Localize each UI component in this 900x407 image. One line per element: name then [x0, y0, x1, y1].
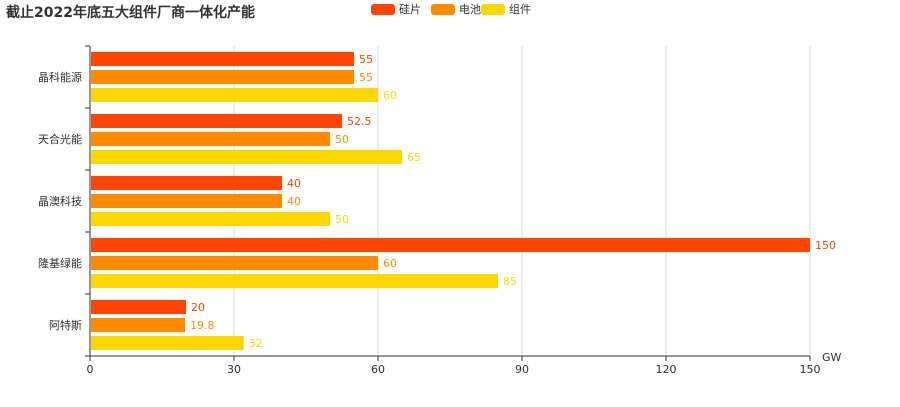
bar-2-2[interactable] — [91, 212, 330, 226]
data-label-1-2: 65 — [407, 151, 421, 164]
data-label-4-0: 20 — [191, 301, 205, 314]
bar-2-0[interactable] — [91, 176, 282, 190]
legend-label-2[interactable]: 组件 — [509, 2, 531, 16]
x-tick-label-0: 0 — [87, 363, 94, 376]
data-label-2-2: 50 — [335, 213, 349, 226]
data-label-0-2: 60 — [383, 89, 397, 102]
data-label-3-2: 85 — [503, 275, 517, 288]
data-label-3-1: 60 — [383, 257, 397, 270]
bar-4-2[interactable] — [91, 336, 244, 350]
bar-4-1[interactable] — [91, 318, 186, 332]
category-label-0: 晶科能源 — [38, 70, 82, 84]
x-tick-label-5: 150 — [800, 363, 821, 376]
legend-label-1[interactable]: 电池 — [459, 3, 481, 16]
legend-swatch-2[interactable] — [481, 4, 505, 15]
bar-4-0[interactable] — [91, 300, 186, 314]
bar-3-0[interactable] — [91, 238, 810, 252]
data-label-0-0: 55 — [359, 53, 373, 66]
bar-0-1[interactable] — [91, 70, 354, 84]
data-label-2-1: 40 — [287, 195, 301, 208]
category-label-3: 隆基绿能 — [38, 256, 82, 270]
data-label-1-1: 50 — [335, 133, 349, 146]
x-tick-label-4: 120 — [656, 363, 677, 376]
bar-1-0[interactable] — [91, 114, 342, 128]
data-label-2-0: 40 — [287, 177, 301, 190]
bars: 55 55 60 52.5 50 65 40 40 50 150 60 85 20 19.8 32 — [91, 52, 836, 350]
legend-swatch-0[interactable] — [371, 4, 395, 15]
bar-2-1[interactable] — [91, 194, 282, 208]
category-label-1: 天合光能 — [38, 132, 82, 146]
legend-label-0[interactable]: 硅片 — [399, 3, 421, 16]
bar-1-1[interactable] — [91, 132, 330, 146]
x-tick-label-3: 90 — [515, 363, 529, 376]
bar-0-0[interactable] — [91, 52, 354, 66]
data-label-4-2: 32 — [249, 337, 263, 350]
legend-swatch-1[interactable] — [431, 4, 455, 15]
data-label-1-0: 52.5 — [347, 115, 372, 128]
x-tick-label-2: 60 — [371, 363, 385, 376]
data-label-4-1: 19.8 — [190, 319, 215, 332]
x-axis-unit-label: GW — [822, 351, 842, 364]
bar-0-2[interactable] — [91, 88, 378, 102]
bar-1-2[interactable] — [91, 150, 402, 164]
category-label-2: 晶澳科技 — [38, 194, 82, 208]
data-label-0-1: 55 — [359, 71, 373, 84]
data-label-3-0: 150 — [815, 239, 836, 252]
x-tick-label-1: 30 — [227, 363, 241, 376]
bar-3-1[interactable] — [91, 256, 378, 270]
legend[interactable]: 硅片 电池 组件 — [371, 2, 531, 16]
chart-title: 截止2022年底五大组件厂商一体化产能 — [6, 4, 255, 21]
category-label-4: 阿特斯 — [49, 318, 82, 332]
bar-3-2[interactable] — [91, 274, 498, 288]
